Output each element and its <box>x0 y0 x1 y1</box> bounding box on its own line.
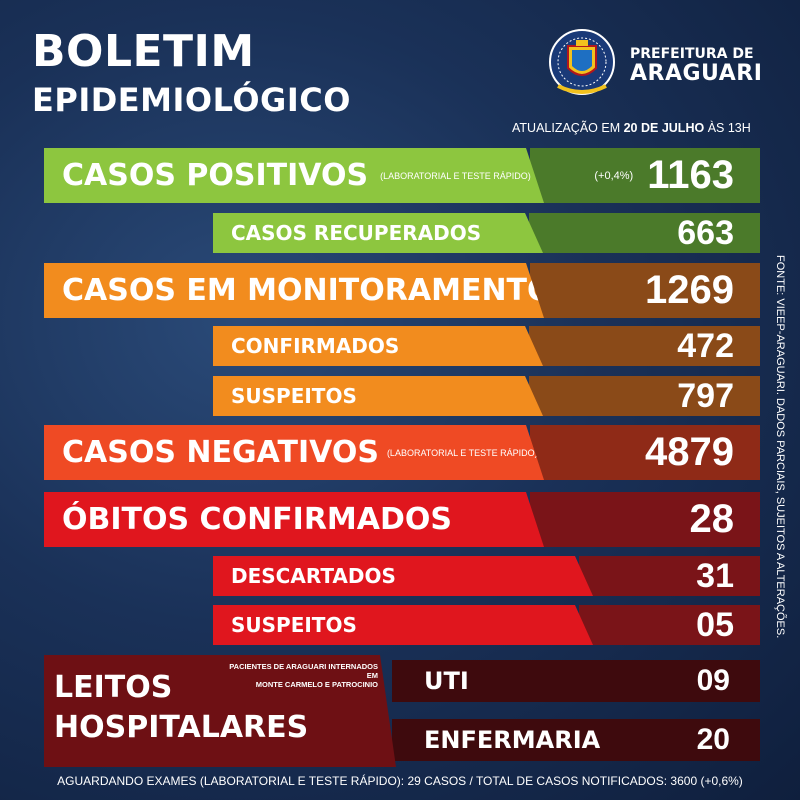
leitos-note-line1: PACIENTES DE ARAGUARI INTERNADOS EM <box>229 662 378 680</box>
note-negativos: (LABORATORIAL E TESTE RÁPIDO) <box>386 447 538 458</box>
row-casos-monitoramento: CASOS EM MONITORAMENTO 1269 <box>44 263 760 318</box>
row-uti: UTI 09 <box>392 660 760 702</box>
label-uti: UTI <box>424 667 469 695</box>
footer-note: AGUARDANDO EXAMES (LABORATORIAL E TESTE … <box>57 774 743 788</box>
leitos-note-line2: MONTE CARMELO E PATROCINIO <box>255 680 378 689</box>
source-note: FONTE: VIEEP-ARAGUARI. DADOS PARCIAIS, S… <box>774 255 786 639</box>
label-confirmados: CONFIRMADOS <box>231 334 400 358</box>
value-uti: 09 <box>696 664 730 697</box>
row-descartados: DESCARTADOS 31 <box>213 556 760 596</box>
row-obitos-confirmados: ÓBITOS CONFIRMADOS 28 <box>44 492 760 547</box>
value-descartados: 31 <box>696 556 734 595</box>
label-suspeitos-obitos: SUSPEITOS <box>231 613 357 637</box>
row-suspeitos-monitoramento: SUSPEITOS 797 <box>213 376 760 416</box>
update-timestamp: ATUALIZAÇÃO EM 20 DE JULHO ÀS 13H <box>512 121 751 135</box>
title-boletim: BOLETIM <box>32 26 255 77</box>
row-casos-positivos: CASOS POSITIVOS (LABORATORIAL E TESTE RÁ… <box>44 148 760 203</box>
leitos-note: PACIENTES DE ARAGUARI INTERNADOS EM MONT… <box>228 662 378 689</box>
label-suspeitos-monitoramento: SUSPEITOS <box>231 384 357 408</box>
value-casos-recuperados: 663 <box>677 213 734 252</box>
value-enfermaria: 20 <box>696 723 730 756</box>
leitos-panel <box>44 655 396 767</box>
row-enfermaria: ENFERMARIA 20 <box>392 719 760 761</box>
value-casos-monitoramento: 1269 <box>645 268 734 312</box>
leitos-title-line2: HOSPITALARES <box>54 710 309 745</box>
row-confirmados: CONFIRMADOS 472 <box>213 326 760 366</box>
title-epidemiologico: EPIDEMIOLÓGICO <box>32 81 351 119</box>
label-casos-monitoramento: CASOS EM MONITORAMENTO <box>62 273 553 308</box>
change-positivos: (+0,4%) <box>594 169 634 182</box>
row-casos-negativos: CASOS NEGATIVOS (LABORATORIAL E TESTE RÁ… <box>44 425 760 480</box>
value-obitos-confirmados: 28 <box>689 497 735 541</box>
leitos-title-line1: LEITOS <box>54 670 173 705</box>
leitos-title: LEITOS HOSPITALARES <box>54 668 308 748</box>
label-descartados: DESCARTADOS <box>231 564 396 588</box>
city-crest-icon <box>549 29 615 95</box>
value-suspeitos-monitoramento: 797 <box>677 376 734 415</box>
value-suspeitos-obitos: 05 <box>696 605 734 644</box>
logo-text-araguari: ARAGUARI <box>630 61 763 86</box>
value-casos-negativos: 4879 <box>645 430 734 474</box>
label-enfermaria: ENFERMARIA <box>424 726 601 754</box>
label-obitos-confirmados: ÓBITOS CONFIRMADOS <box>62 502 453 537</box>
label-casos-positivos: CASOS POSITIVOS <box>62 158 369 193</box>
note-positivos: (LABORATORIAL E TESTE RÁPIDO) <box>380 170 531 181</box>
value-casos-positivos: 1163 <box>647 153 734 197</box>
row-casos-recuperados: CASOS RECUPERADOS 663 <box>213 213 760 253</box>
row-suspeitos-obitos: SUSPEITOS 05 <box>213 605 760 645</box>
label-casos-recuperados: CASOS RECUPERADOS <box>231 221 482 245</box>
value-confirmados: 472 <box>677 326 734 365</box>
logo-text-prefeitura: PREFEITURA DE <box>630 46 754 62</box>
label-casos-negativos: CASOS NEGATIVOS <box>62 435 379 470</box>
